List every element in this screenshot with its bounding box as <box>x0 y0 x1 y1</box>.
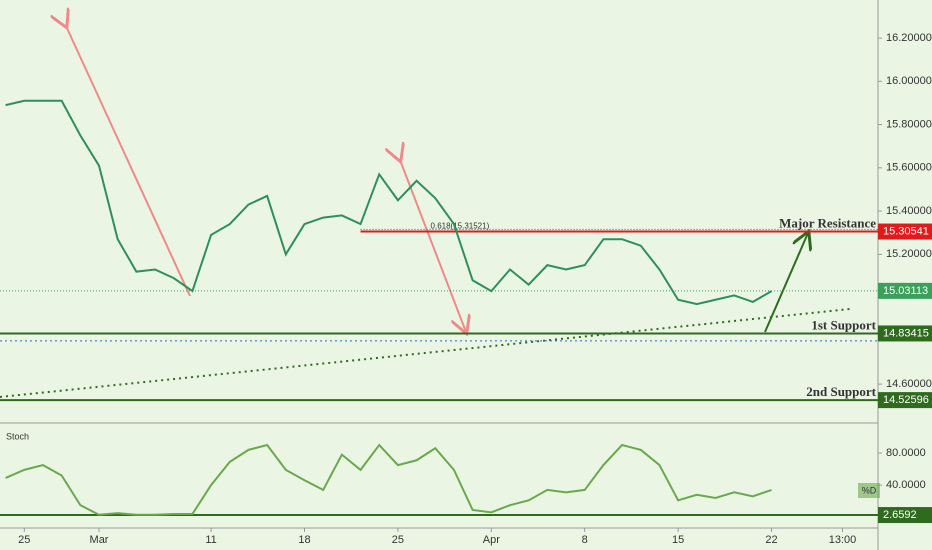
x-tick-label: 25 <box>18 534 30 546</box>
last-badge-label: 15.03113 <box>883 285 928 297</box>
level-label: 1st Support <box>811 317 876 332</box>
level-badge <box>878 223 932 240</box>
level-badge <box>878 392 932 409</box>
y-tick-label: 15.80000 <box>886 118 932 130</box>
x-tick-label: 22 <box>765 534 777 546</box>
legend-label: %D <box>862 485 877 495</box>
x-tick-label: 18 <box>298 534 310 546</box>
y-tick-label: 14.60000 <box>886 378 932 390</box>
level-badge <box>878 325 932 342</box>
legend-badge <box>858 483 880 498</box>
stoch-title: Stoch <box>6 431 29 441</box>
x-tick-label: 25 <box>392 534 404 546</box>
level-badge-label: 14.83415 <box>883 327 929 339</box>
x-tick-label: 15 <box>672 534 684 546</box>
series-line <box>5 443 772 516</box>
stoch-badge-label: 2.6592 <box>883 509 917 521</box>
y-tick-label: 15.60000 <box>886 162 932 174</box>
level-badge-label: 15.30541 <box>883 225 929 237</box>
y-tick-label: 16.20000 <box>886 32 932 44</box>
stoch-badge <box>878 507 932 524</box>
level-label: Major Resistance <box>779 216 876 231</box>
x-tick-label: 8 <box>582 534 588 546</box>
arrow <box>66 26 191 297</box>
series-line <box>5 99 773 306</box>
y-tick-label: 80.0000 <box>886 447 926 459</box>
y-tick-label: 40.0000 <box>886 479 926 491</box>
level-label: 2nd Support <box>806 384 876 399</box>
level-badge-label: 14.52596 <box>883 394 929 406</box>
x-tick-label: 13:00 <box>829 534 857 546</box>
arrow <box>764 233 808 333</box>
trendline <box>0 308 851 398</box>
y-tick-label: 15.40000 <box>886 205 932 217</box>
plot: 16.20000 16.00000 15.80000 15.60000 15.40000… <box>0 32 932 546</box>
arrow <box>400 160 466 332</box>
x-tick-label: Apr <box>483 534 500 546</box>
y-tick-label: 15.20000 <box>886 248 932 260</box>
last-badge <box>878 282 932 299</box>
x-tick-label: Mar <box>90 534 109 546</box>
x-tick-label: 11 <box>205 534 216 546</box>
fib-label: 0.618(15.31521) <box>431 222 490 231</box>
y-tick-label: 16.00000 <box>886 75 932 87</box>
